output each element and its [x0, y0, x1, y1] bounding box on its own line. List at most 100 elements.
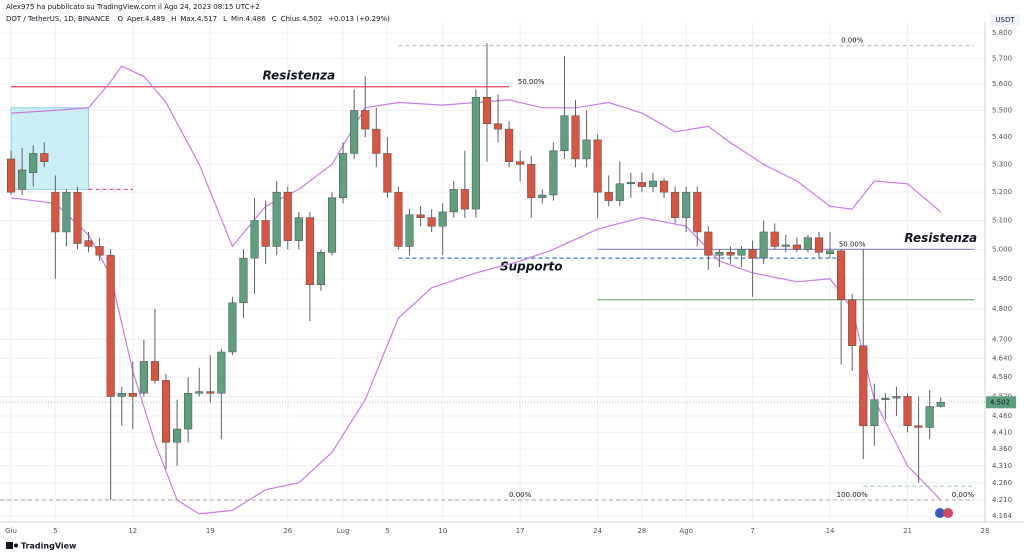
candle-body — [781, 244, 790, 247]
candle-body — [914, 425, 923, 428]
candle-body — [427, 217, 436, 227]
x-tick-label: Ago — [679, 527, 693, 535]
level-label: 100.00% — [837, 491, 868, 499]
y-tick-label: 5.700 — [992, 54, 1012, 62]
candle-body — [892, 396, 901, 399]
y-tick-label: 4.260 — [992, 479, 1012, 487]
candle-body — [648, 180, 658, 187]
legend-key: C — [272, 15, 277, 23]
x-tick-label: 21 — [903, 527, 912, 535]
x-tick-label: 19 — [206, 527, 215, 535]
candle-body — [128, 392, 137, 397]
candle-body — [250, 220, 259, 259]
y-tick-label: 4.800 — [992, 305, 1012, 313]
candle-body — [7, 158, 16, 193]
candle-body — [184, 392, 193, 430]
level-label: 0.00% — [509, 491, 532, 499]
level-label: 0.00% — [841, 37, 864, 45]
y-tick-label: 4.460 — [992, 412, 1012, 420]
legend-value: Chius.4.502 — [281, 15, 323, 23]
candle-body — [471, 96, 480, 210]
candle-body — [604, 191, 613, 201]
candle-body — [350, 110, 359, 154]
candle-body — [770, 231, 779, 247]
candle-body — [593, 139, 602, 193]
annotation: Resistenza — [904, 231, 977, 245]
candle-body — [682, 191, 691, 218]
candle-body — [372, 128, 381, 154]
candle-body — [106, 254, 115, 397]
annotation: Supporto — [500, 260, 563, 274]
candle-body — [460, 189, 469, 210]
overlay: Alex975 ha pubblicato su TradingView.com… — [0, 3, 1024, 551]
candle-body — [615, 183, 624, 201]
y-tick-label: 4.164 — [992, 512, 1013, 520]
x-tick-label: 5 — [53, 527, 57, 535]
candle-body — [18, 169, 27, 190]
candle-body — [73, 191, 82, 244]
y-tick-label: 5.800 — [992, 29, 1012, 37]
candle-body — [582, 139, 591, 160]
candle-body — [206, 391, 215, 394]
candle-body — [62, 191, 71, 233]
x-tick-label: Giu — [5, 527, 17, 535]
candle-body — [305, 217, 314, 286]
flags-icon — [935, 508, 953, 518]
candle-body — [715, 252, 724, 256]
annotation: Resistenza — [262, 68, 335, 82]
candle-body — [571, 115, 580, 160]
x-tick-label: 7 — [750, 527, 754, 535]
candle-body — [870, 399, 879, 427]
x-tick-label: 10 — [438, 527, 447, 535]
candle-body — [726, 252, 735, 256]
x-tick-label: 26 — [283, 527, 292, 535]
y-tick-label: 4.360 — [992, 445, 1012, 453]
candle-body — [405, 214, 414, 247]
candle-body — [361, 110, 370, 130]
symbol: DOT / TetherUS, 1D, BINANCE — [6, 15, 110, 23]
candle-body — [516, 161, 525, 165]
y-tick-label: 4.900 — [992, 275, 1012, 283]
y-tick-label: 5.100 — [992, 216, 1012, 224]
candle-body — [228, 302, 237, 353]
candle-body — [936, 402, 945, 407]
publisher: Alex975 ha pubblicato su TradingView.com… — [6, 3, 260, 11]
candle-body — [339, 153, 348, 199]
candle-body — [173, 428, 182, 443]
legend-key: L — [223, 15, 227, 23]
candle-body — [792, 244, 801, 250]
candle-body — [161, 380, 171, 443]
legend-value: Max.4.517 — [180, 15, 217, 23]
candle-body — [637, 182, 646, 187]
x-tick-label: 14 — [826, 527, 835, 535]
candle-body — [737, 249, 746, 256]
candle-body — [837, 250, 846, 301]
candle-body — [538, 194, 547, 199]
level-label: 50.00% — [518, 78, 545, 86]
legend-key: H — [171, 15, 176, 23]
y-tick-label: 5.500 — [992, 106, 1012, 114]
y-tick-label: 4.580 — [992, 373, 1012, 381]
y-tick-label: 4.700 — [992, 336, 1012, 344]
y-tick-label: 4.410 — [992, 428, 1012, 436]
candle-body — [239, 257, 248, 304]
candle-body — [626, 182, 635, 185]
candle-body — [560, 115, 569, 151]
y-tick-label: 5.000 — [992, 245, 1012, 253]
candle-body — [327, 197, 337, 253]
x-tick-label: 28 — [637, 527, 646, 535]
candle-body — [40, 153, 49, 162]
legend-value: Aper.4.489 — [127, 15, 165, 23]
legend-key: O — [118, 15, 124, 23]
y-tick-label: 4.210 — [992, 496, 1012, 504]
candle-body — [848, 299, 857, 347]
band-line — [11, 197, 942, 515]
y-tick-label: 5.200 — [992, 188, 1012, 196]
candle-body — [826, 250, 835, 254]
y-tick-label: 5.600 — [992, 80, 1012, 88]
candle-body — [505, 128, 514, 162]
candle-body — [671, 191, 680, 218]
candle-body — [881, 397, 890, 400]
